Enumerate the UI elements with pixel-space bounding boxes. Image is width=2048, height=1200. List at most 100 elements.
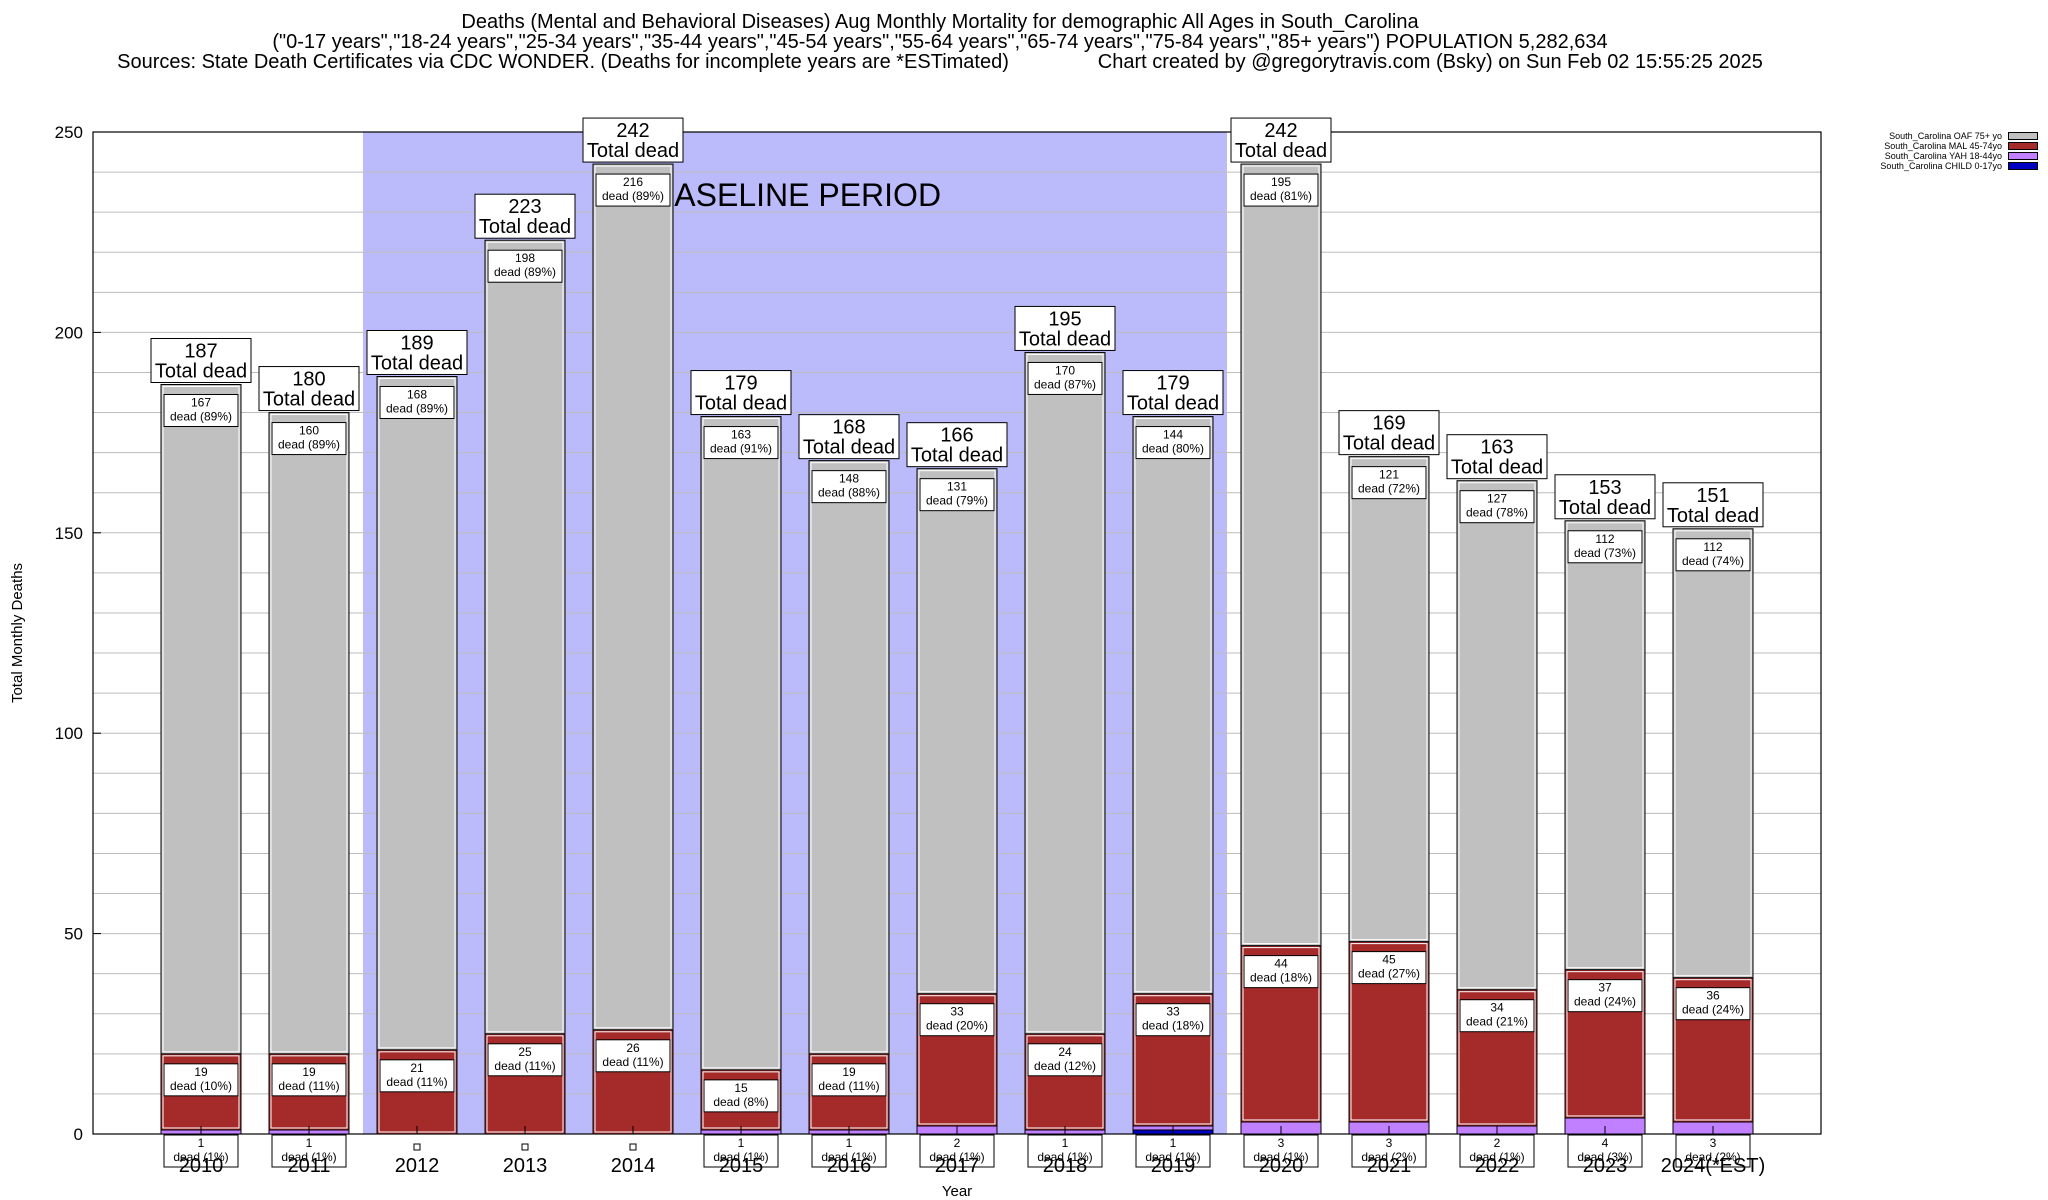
x-tick-label: 2014 [611,1155,656,1177]
segment-label-box [1567,1134,1643,1168]
total-suffix: Total dead [1451,457,1543,479]
zero-marker [629,1143,637,1151]
x-tick-label: 2011 [287,1155,330,1177]
total-value: 151 [1696,485,1729,507]
segment-label-text: dead (11%) [494,1059,555,1073]
y-tick-label: 0 [74,1125,83,1144]
bar-segment [160,384,242,1055]
total-label-box [906,422,1008,468]
chart-header: Deaths (Mental and Behavioral Diseases) … [0,12,1880,72]
bar-segment-inner-border [1674,530,1752,977]
bar-segment [916,468,998,995]
segment-label-text: dead (1%) [173,1150,228,1164]
total-label-box [798,414,900,460]
bar-segment-inner-border [702,418,780,1069]
segment-label-box [1459,490,1535,524]
total-suffix: Total dead [803,437,895,459]
segment-label-box [919,1134,995,1168]
segment-label-text: 4 [1602,1136,1609,1150]
segment-label-text: 33 [950,1005,964,1019]
segment-label-box [1675,538,1751,572]
total-suffix: Total dead [695,393,787,415]
x-tick-label: 2017 [935,1155,980,1177]
total-value: 166 [940,425,973,447]
segment-label-text: dead (73%) [1574,546,1636,560]
bar-segment-inner-border [1566,971,1644,1117]
total-value: 180 [292,369,325,391]
total-value: 179 [1156,373,1189,395]
segment-label-text: dead (1%) [1469,1150,1524,1164]
y-axis-label: Total Monthly Deaths [9,563,26,703]
segment-label-box [271,1134,347,1168]
segment-label-box [919,1003,995,1037]
segment-label-text: 160 [299,424,319,438]
segment-label-box [487,249,563,283]
bar-segment-inner-border [594,165,672,1029]
segment-label-text: 37 [1598,981,1612,995]
segment-label-text: 1 [738,1136,745,1150]
chart-source-line: Sources: State Death Certificates via CD… [117,51,1763,73]
x-tick-label: 2013 [503,1155,548,1177]
segment-label-text: 148 [839,472,859,486]
segment-label-box [811,470,887,504]
bar-segment [1024,351,1106,1035]
segment-label-text: 26 [626,1041,640,1055]
x-tick-label: 2016 [827,1155,872,1177]
bar-segment [592,163,674,1031]
total-suffix: Total dead [587,140,679,162]
segment-label-text: dead (80%) [1142,442,1204,456]
segment-label-box [1027,361,1103,395]
x-tick-label: 2018 [1043,1155,1088,1177]
y-tick-label: 100 [55,724,83,743]
segment-label-box [1135,426,1211,460]
total-suffix: Total dead [1235,140,1327,162]
segment-label-box [1135,1134,1211,1168]
segment-label-text: 3 [1386,1136,1393,1150]
segment-label-text: dead (11%) [386,1075,447,1089]
legend-label: South_Carolina MAL 45-74yo [1884,141,2002,151]
segment-label-box [1675,987,1751,1021]
segment-label-box [595,173,671,207]
bar-segment-inner-border [1566,522,1644,969]
segment-label-text: 33 [1166,1005,1180,1019]
segment-label-text: 1 [306,1136,313,1150]
segment-label-text: dead (20%) [926,1019,988,1033]
legend-item: South_Carolina CHILD 0-17yo [1880,161,2038,171]
total-value: 179 [724,373,757,395]
segment-label-text: dead (8%) [713,1095,768,1109]
bar-segment-inner-border [1134,418,1212,993]
segment-label-text: dead (11%) [818,1079,879,1093]
segment-label-text: 15 [734,1081,748,1095]
segment-label-text: 168 [407,387,427,401]
segment-label-box [163,1063,239,1097]
total-label-box [582,117,684,163]
zero-marker [413,1143,421,1151]
total-label-box [1554,474,1656,520]
segment-label-text: 112 [1703,540,1722,554]
total-value: 169 [1372,413,1405,435]
segment-label-box [1135,1003,1211,1037]
total-label-box [474,193,576,239]
segment-label-text: 195 [1271,175,1291,189]
segment-label-text: 2 [1494,1136,1501,1150]
x-tick-label: 2019 [1151,1155,1196,1177]
segment-label-text: 2 [954,1136,961,1150]
segment-label-text: dead (89%) [170,410,232,424]
